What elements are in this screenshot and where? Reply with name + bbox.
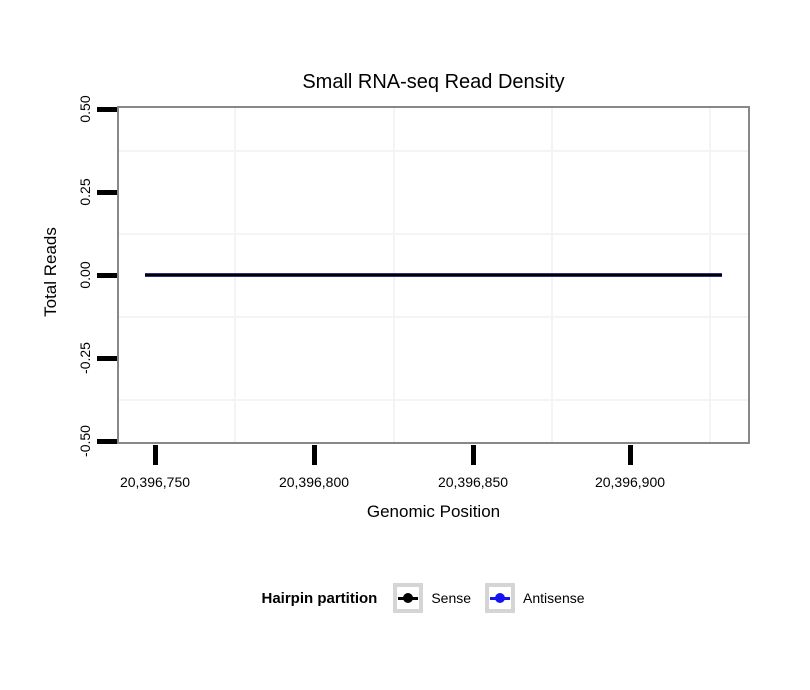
x-tick-label: 20,396,900 — [594, 474, 666, 490]
y-tick-label: 0.25 — [77, 178, 93, 206]
legend: Hairpin partition Sense Antisense — [50, 582, 810, 614]
x-tick-label: 20,396,750 — [119, 474, 191, 490]
minor-gridline-horizontal — [119, 316, 748, 318]
y-axis-tick — [97, 439, 117, 444]
x-tick-label: 20,396,850 — [437, 474, 509, 490]
y-axis-tick — [97, 273, 117, 278]
x-tick-label: 20,396,800 — [278, 474, 350, 490]
legend-key-sense — [393, 583, 424, 613]
x-axis-tick — [153, 445, 158, 465]
x-axis-tick — [312, 445, 317, 465]
y-axis-tick — [97, 190, 117, 195]
legend-label-sense: Sense — [431, 590, 472, 606]
y-tick-label: -0.50 — [77, 425, 93, 457]
y-axis-tick — [97, 107, 117, 112]
chart-title: Small RNA-seq Read Density — [302, 71, 565, 93]
y-tick-label: 0.00 — [77, 261, 93, 289]
series-line-sense-antisense-overlap — [145, 273, 722, 277]
y-axis-title: Total Reads — [41, 227, 60, 317]
legend-title: Hairpin partition — [261, 589, 378, 607]
y-tick-label: 0.50 — [77, 95, 93, 123]
sense-point-icon — [403, 593, 414, 603]
y-tick-label: -0.25 — [77, 342, 93, 374]
antisense-point-icon — [495, 593, 506, 603]
x-axis-tick — [628, 445, 633, 465]
y-axis-tick — [97, 356, 117, 361]
minor-gridline-horizontal — [119, 233, 748, 235]
legend-label-antisense: Antisense — [523, 590, 585, 606]
minor-gridline-horizontal — [119, 150, 748, 152]
minor-gridline-horizontal — [119, 399, 748, 401]
legend-key-antisense — [485, 583, 516, 613]
plot-panel — [117, 106, 750, 444]
sense-line-icon — [398, 593, 419, 603]
x-axis-title: Genomic Position — [366, 502, 501, 521]
x-axis-tick — [471, 445, 476, 465]
antisense-line-icon — [490, 593, 511, 603]
